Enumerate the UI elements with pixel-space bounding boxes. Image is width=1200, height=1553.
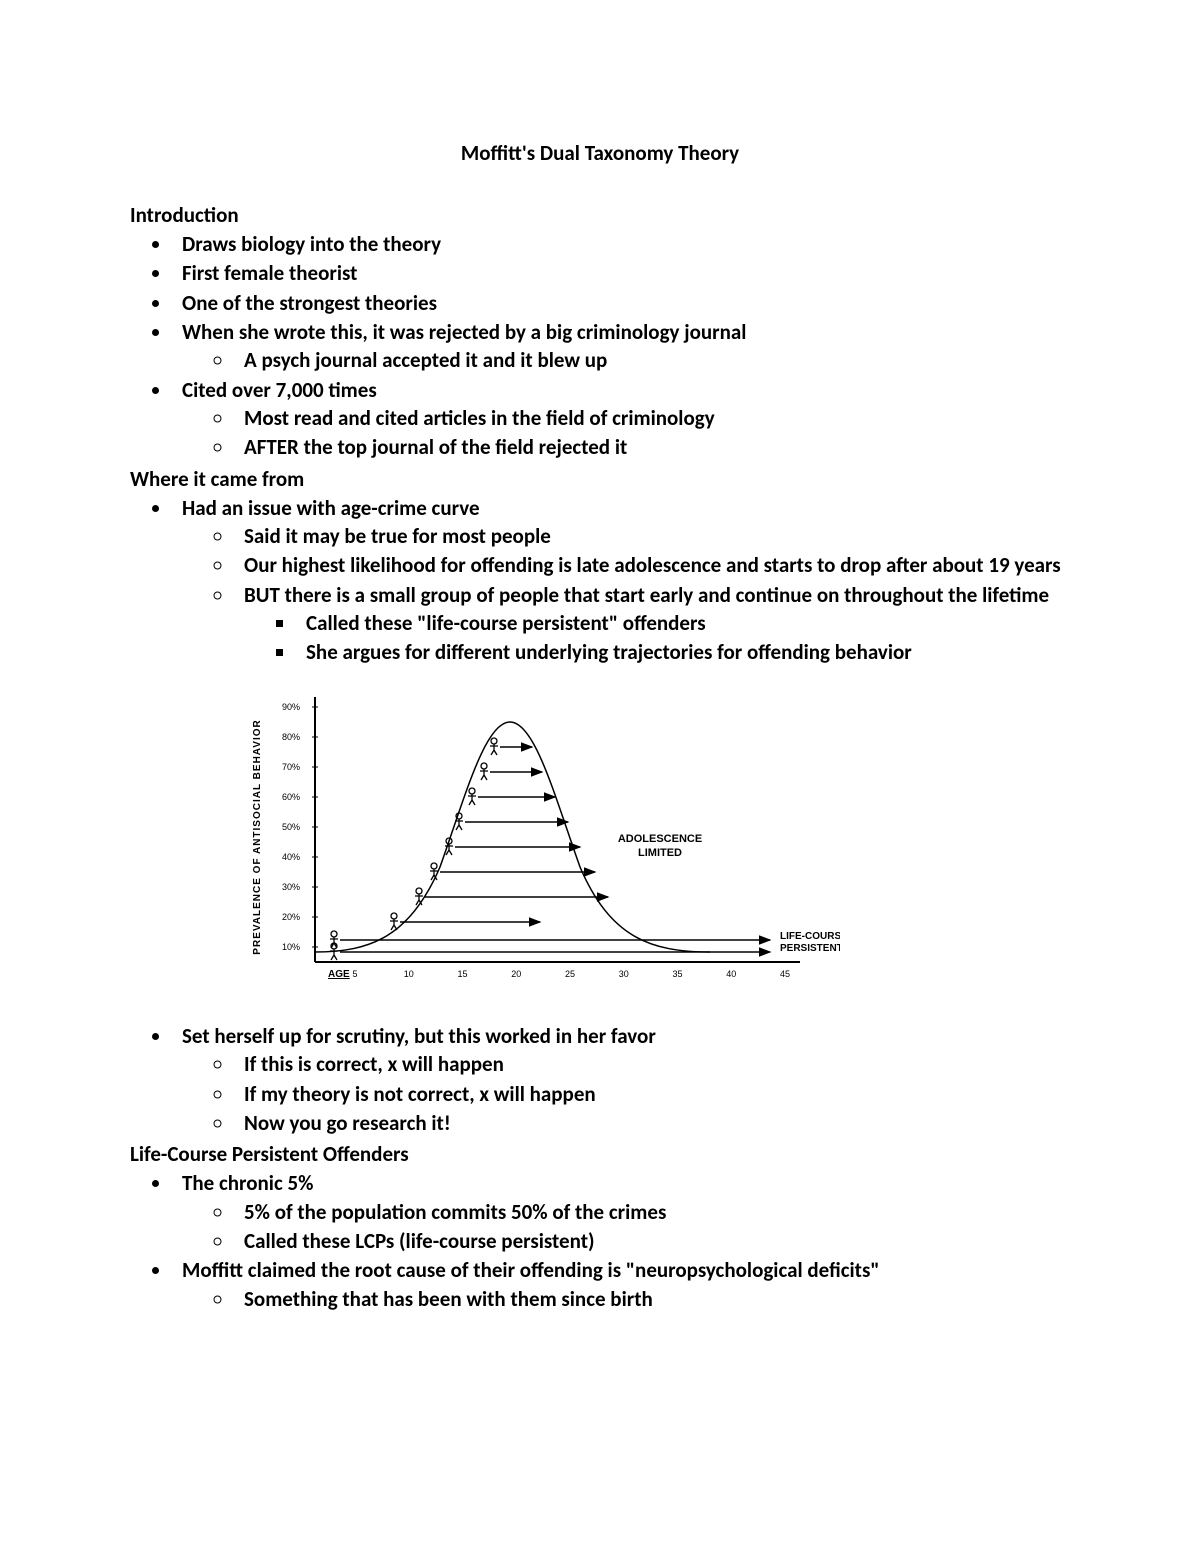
sub-list: Most read and cited articles in the fiel… [234,404,1070,462]
svg-text:60%: 60% [282,792,300,802]
where-list-continued: Set herself up for scrutiny, but this wo… [172,1022,1070,1137]
svg-text:20: 20 [511,969,521,979]
list-item: She argues for different underlying traj… [296,638,1070,666]
lifecourse-label-2: PERSISTENT [780,943,840,954]
list-item: Most read and cited articles in the fiel… [234,404,1070,432]
sub-list: A psych journal accepted it and it blew … [234,346,1070,374]
svg-text:40%: 40% [282,852,300,862]
sub-list: 5% of the population commits 50% of the … [234,1198,1070,1256]
list-item: One of the strongest theories [172,289,1070,317]
sub-list: Something that has been with them since … [234,1285,1070,1313]
adolescence-label: ADOLESCENCELIMITED [618,833,702,859]
document-page: Moffitt's Dual Taxonomy Theory Introduct… [0,0,1200,1553]
svg-text:20%: 20% [282,912,300,922]
list-item-text: The chronic 5% [182,1170,313,1196]
section-heading-lcp: Life-Course Persistent Offenders [130,1141,1070,1167]
list-item: Our highest likelihood for offending is … [234,551,1070,579]
list-item: Set herself up for scrutiny, but this wo… [172,1022,1070,1137]
list-item: A psych journal accepted it and it blew … [234,346,1070,374]
list-item: Moffitt claimed the root cause of their … [172,1256,1070,1313]
list-item-text: When she wrote this, it was rejected by … [182,319,746,345]
svg-text:80%: 80% [282,732,300,742]
svg-text:45: 45 [780,969,790,979]
sub-list: Said it may be true for most people Our … [234,522,1070,667]
age-crime-chart: PREVALENCE OF ANTISOCIAL BEHAVIOR 10% 20%… [240,677,1070,1002]
page-title: Moffitt's Dual Taxonomy Theory [130,140,1070,166]
svg-text:10: 10 [404,969,414,979]
list-item: 5% of the population commits 50% of the … [234,1198,1070,1226]
svg-text:40: 40 [726,969,736,979]
svg-text:70%: 70% [282,762,300,772]
chart-svg: PREVALENCE OF ANTISOCIAL BEHAVIOR 10% 20%… [240,677,840,997]
x-axis-label: AGE [328,969,350,980]
list-item: Called these LCPs (life-course persisten… [234,1227,1070,1255]
list-item: If this is correct, x will happen [234,1050,1070,1078]
svg-text:50%: 50% [282,822,300,832]
adolescence-arrows [390,738,608,930]
section-heading-where: Where it came from [130,466,1070,492]
lcp-list: The chronic 5% 5% of the population comm… [172,1169,1070,1313]
list-item: The chronic 5% 5% of the population comm… [172,1169,1070,1255]
svg-text:5: 5 [352,969,357,979]
intro-list: Draws biology into the theory First fema… [172,230,1070,462]
list-item: Something that has been with them since … [234,1285,1070,1313]
list-item-text: Had an issue with age-crime curve [182,495,480,521]
list-item-text: BUT there is a small group of people tha… [244,582,1049,608]
sub-sub-list: Called these "life-course persistent" of… [296,609,1070,667]
svg-text:25: 25 [565,969,575,979]
svg-text:15: 15 [457,969,467,979]
svg-text:30: 30 [619,969,629,979]
list-item: Cited over 7,000 times Most read and cit… [172,376,1070,462]
list-item: Called these "life-course persistent" of… [296,609,1070,637]
list-item: Said it may be true for most people [234,522,1070,550]
list-item: If my theory is not correct, x will happ… [234,1080,1070,1108]
svg-text:30%: 30% [282,882,300,892]
y-ticks: 10% 20% 30% 40% 50% 60% 70% 80% 90% [282,702,318,952]
y-axis-label: PREVALENCE OF ANTISOCIAL BEHAVIOR [252,719,263,954]
x-ticks: 5 10 15 20 25 30 35 40 45 [352,969,790,979]
list-item: When she wrote this, it was rejected by … [172,318,1070,375]
list-item: Now you go research it! [234,1109,1070,1137]
lifecourse-arrows [330,931,770,960]
list-item-text: Moffitt claimed the root cause of their … [182,1257,880,1283]
list-item-text: Set herself up for scrutiny, but this wo… [182,1023,656,1049]
svg-text:10%: 10% [282,942,300,952]
list-item: First female theorist [172,259,1070,287]
list-item-text: Cited over 7,000 times [182,377,377,403]
section-heading-introduction: Introduction [130,202,1070,228]
lifecourse-label-1: LIFE-COURSE [780,931,840,942]
where-list: Had an issue with age-crime curve Said i… [172,494,1070,667]
svg-text:35: 35 [672,969,682,979]
sub-list: If this is correct, x will happen If my … [234,1050,1070,1137]
svg-text:90%: 90% [282,702,300,712]
list-item: AFTER the top journal of the field rejec… [234,433,1070,461]
list-item: Had an issue with age-crime curve Said i… [172,494,1070,667]
list-item: Draws biology into the theory [172,230,1070,258]
list-item: BUT there is a small group of people tha… [234,581,1070,667]
